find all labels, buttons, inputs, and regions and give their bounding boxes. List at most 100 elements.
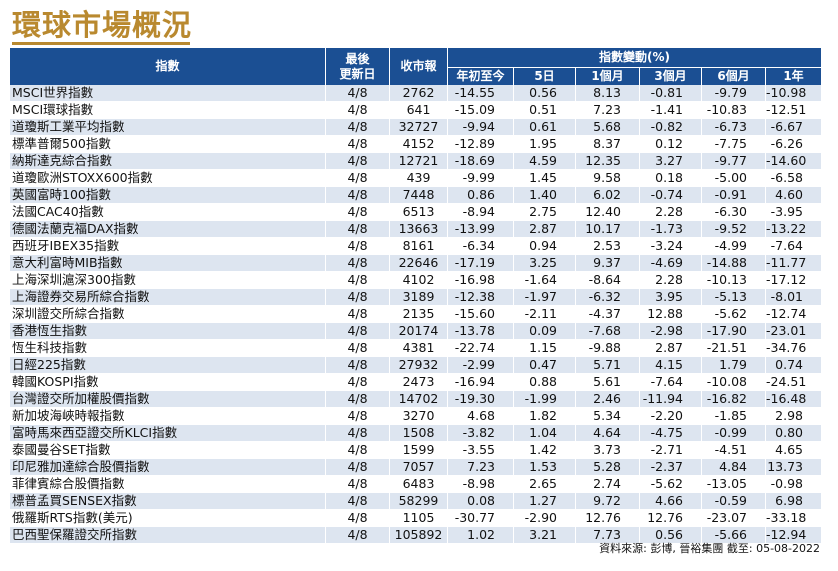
cell-1y: -6.67: [765, 118, 822, 136]
table-row: 法國CAC40指數 4/8 6513 -8.94 2.75 12.40 2.28 -6.30-…: [9, 203, 822, 221]
cell-6m: -23.07: [701, 509, 766, 527]
cell-index-name: 西班牙IBEX35指數: [9, 237, 326, 255]
cell-index-name: 俄羅斯RTS指數(美元): [9, 509, 326, 527]
cell-last-update: 4/8: [325, 322, 390, 340]
cell-close: 14702: [389, 390, 448, 408]
cell-5d: 1.27: [513, 492, 576, 510]
cell-1y: 6.98: [765, 492, 822, 510]
cell-3m: -1.41: [639, 101, 702, 119]
cell-6m: -10.13: [701, 271, 766, 289]
header-1m: 1個月: [575, 67, 640, 85]
cell-ytd: -17.19: [447, 254, 514, 272]
cell-3m: -5.62: [639, 475, 702, 493]
cell-1m: 3.73: [575, 441, 640, 459]
header-change-group: 指數變動(%): [447, 48, 822, 68]
cell-last-update: 4/8: [325, 118, 390, 136]
header-5d: 5日: [513, 67, 576, 85]
cell-last-update: 4/8: [325, 458, 390, 476]
cell-close: 4381: [389, 339, 448, 357]
cell-last-update: 4/8: [325, 339, 390, 357]
cell-index-name: 新加坡海峽時報指數: [9, 407, 326, 425]
cell-6m: -9.52: [701, 220, 766, 238]
cell-close: 7448: [389, 186, 448, 204]
cell-6m: -7.75: [701, 135, 766, 153]
cell-5d: 0.09: [513, 322, 576, 340]
cell-5d: 0.88: [513, 373, 576, 391]
cell-5d: 0.56: [513, 85, 576, 102]
cell-5d: 1.95: [513, 135, 576, 153]
header-1y: 1年: [765, 67, 822, 85]
header-3m: 3個月: [639, 67, 702, 85]
header-index: 指數: [9, 48, 326, 85]
cell-1m: 5.71: [575, 356, 640, 374]
cell-close: 1508: [389, 424, 448, 442]
cell-6m: -6.30: [701, 203, 766, 221]
cell-last-update: 4/8: [325, 186, 390, 204]
cell-ytd: -8.98: [447, 475, 514, 493]
cell-5d: 1.04: [513, 424, 576, 442]
cell-1y: -24.51: [765, 373, 822, 391]
cell-6m: -9.79: [701, 85, 766, 102]
cell-ytd: -3.82: [447, 424, 514, 442]
cell-3m: -2.98: [639, 322, 702, 340]
cell-ytd: -15.60: [447, 305, 514, 323]
cell-ytd: 0.86: [447, 186, 514, 204]
cell-1m: 12.40: [575, 203, 640, 221]
cell-6m: -10.08: [701, 373, 766, 391]
cell-last-update: 4/8: [325, 305, 390, 323]
table-row: 恆生科技指數 4/8 4381 -22.74 1.15 -9.88 2.87 -21.51 -3…: [9, 339, 822, 357]
table-row: 泰國曼谷SET指數 4/8 1599 -3.55 1.42 3.73 -2.71 -4.51 4…: [9, 441, 822, 459]
cell-1y: 13.73: [765, 458, 822, 476]
cell-close: 27932: [389, 356, 448, 374]
header-ytd: 年初至今: [447, 67, 514, 85]
cell-ytd: -3.55: [447, 441, 514, 459]
cell-6m: -1.85: [701, 407, 766, 425]
cell-5d: -2.11: [513, 305, 576, 323]
cell-6m: -17.90: [701, 322, 766, 340]
cell-index-name: 台灣證交所加權股價指數: [9, 390, 326, 408]
cell-6m: -5.13: [701, 288, 766, 306]
table-row: 標普孟買SENSEX指數 4/8 58299 0.08 1.27 9.72 4.66 -0.5…: [9, 492, 822, 510]
cell-5d: 4.59: [513, 152, 576, 170]
cell-close: 641: [389, 101, 448, 119]
cell-1y: 0.74: [765, 356, 822, 374]
cell-5d: 2.87: [513, 220, 576, 238]
cell-ytd: -18.69: [447, 152, 514, 170]
cell-ytd: -6.34: [447, 237, 514, 255]
header-last-update-line1: 最後: [345, 51, 370, 66]
cell-5d: 1.40: [513, 186, 576, 204]
cell-6m: -21.51: [701, 339, 766, 357]
cell-ytd: -14.55: [447, 85, 514, 102]
cell-last-update: 4/8: [325, 492, 390, 510]
cell-close: 6513: [389, 203, 448, 221]
cell-index-name: 道瓊斯工業平均指數: [9, 118, 326, 136]
cell-index-name: 道瓊歐洲STOXX600指數: [9, 169, 326, 187]
table-row: 印尼雅加達綜合股價指數 4/8 7057 7.23 1.53 5.28 -2.37 4.84 1…: [9, 458, 822, 476]
cell-3m: -7.64: [639, 373, 702, 391]
cell-1m: 8.13: [575, 85, 640, 102]
cell-close: 3189: [389, 288, 448, 306]
cell-6m: -13.05: [701, 475, 766, 493]
cell-3m: -3.24: [639, 237, 702, 255]
table-row: 香港恆生指數 4/8 20174 -13.78 0.09 -7.68 -2.98 -17.90…: [9, 322, 822, 340]
cell-1y: -23.01: [765, 322, 822, 340]
cell-ytd: -9.99: [447, 169, 514, 187]
cell-1m: 12.35: [575, 152, 640, 170]
cell-close: 13663: [389, 220, 448, 238]
cell-close: 1599: [389, 441, 448, 459]
cell-last-update: 4/8: [325, 203, 390, 221]
cell-1y: -3.95: [765, 203, 822, 221]
cell-last-update: 4/8: [325, 356, 390, 374]
cell-1m: -7.68: [575, 322, 640, 340]
cell-index-name: 標準普爾500指數: [9, 135, 326, 153]
cell-5d: 0.51: [513, 101, 576, 119]
cell-1m: -8.64: [575, 271, 640, 289]
header-close: 收市報: [389, 48, 448, 85]
cell-1m: 5.34: [575, 407, 640, 425]
page-title: 環球市場概況: [12, 8, 193, 42]
cell-last-update: 4/8: [325, 271, 390, 289]
cell-5d: 1.15: [513, 339, 576, 357]
table-row: 上海深圳滬深300指數 4/8 4102 -16.98 -1.64 -8.64 2.28 -1…: [9, 271, 822, 289]
cell-index-name: 香港恆生指數: [9, 322, 326, 340]
cell-6m: -16.82: [701, 390, 766, 408]
